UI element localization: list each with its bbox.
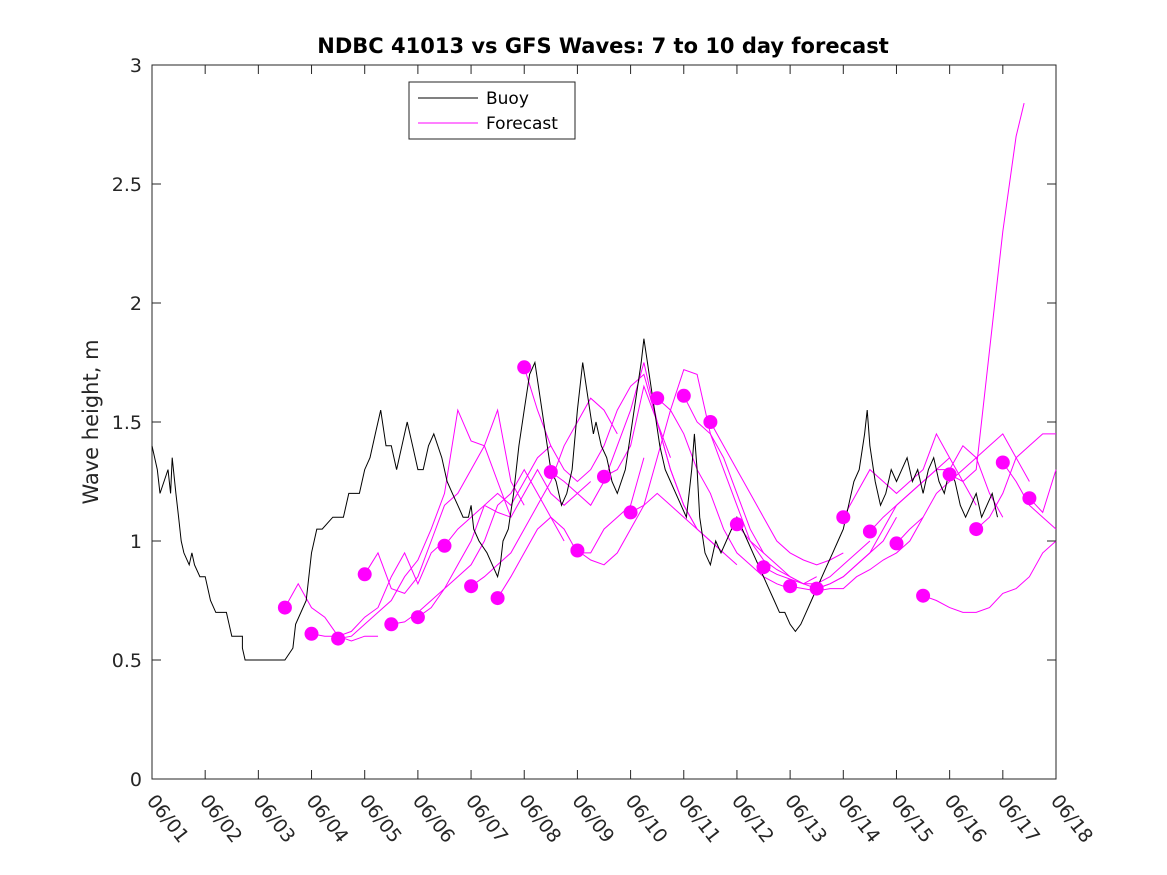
- plot-area: [151, 64, 1057, 780]
- forecast-start-marker-26: [942, 467, 957, 482]
- y-tick-label: 3: [130, 55, 142, 77]
- y-tick-label: 2: [130, 293, 142, 315]
- x-tick-label: 06/09: [567, 791, 618, 848]
- forecast-start-marker-17: [703, 415, 718, 429]
- x-tick-label: 06/03: [248, 791, 299, 848]
- forecast-start-marker-12: [570, 543, 585, 558]
- forecast-start-marker-25: [916, 588, 931, 603]
- forecast-line-7: [444, 468, 592, 547]
- forecast-line-4: [364, 408, 525, 594]
- forecast-start-marker-27: [969, 522, 984, 537]
- y-tick-label: 2.5: [112, 174, 142, 196]
- forecast-start-marker-9: [490, 591, 505, 606]
- x-tick-label: 06/16: [940, 791, 991, 848]
- forecast-start-marker-23: [862, 524, 877, 539]
- forecast-start-marker-4: [357, 567, 372, 582]
- x-tick-label: 06/05: [355, 791, 406, 848]
- buoy-series-layer: [151, 338, 998, 661]
- forecast-line-25: [922, 540, 1057, 613]
- forecast-start-marker-16: [676, 388, 691, 403]
- forecast-start-marker-5: [384, 617, 399, 632]
- forecast-start-marker-22: [836, 510, 851, 525]
- x-tick-label: 06/18: [1046, 791, 1097, 848]
- forecast-line-24: [896, 433, 1030, 544]
- forecast-start-marker-28: [995, 455, 1010, 470]
- forecast-line-8: [470, 397, 618, 587]
- x-tick-label: 06/01: [142, 791, 193, 848]
- x-tick-label: 06/06: [408, 791, 459, 848]
- forecast-start-marker-24: [889, 536, 904, 551]
- legend-label-buoy: Buoy: [486, 89, 529, 109]
- x-tick-label: 06/15: [887, 791, 938, 848]
- forecast-start-marker-15: [650, 391, 665, 406]
- forecast-start-marker-11: [543, 465, 558, 479]
- x-tick-label: 06/04: [302, 791, 353, 848]
- y-tick-label: 0: [130, 769, 142, 791]
- forecast-start-marker-1: [277, 600, 292, 615]
- forecast-line-17: [709, 421, 844, 566]
- forecast-line-14: [630, 368, 764, 554]
- forecast-line-6: [417, 468, 565, 618]
- x-tick-label: 06/10: [621, 791, 672, 848]
- forecast-start-marker-10: [517, 360, 532, 375]
- chart-title: NDBC 41013 vs GFS Waves: 7 to 10 day for…: [317, 34, 888, 58]
- forecast-start-marker-21: [809, 581, 824, 596]
- legend: Buoy Forecast: [408, 81, 576, 140]
- forecast-line-10: [523, 367, 671, 483]
- forecast-start-marker-7: [437, 538, 452, 553]
- forecast-start-marker-8: [464, 579, 479, 594]
- forecast-start-marker-20: [783, 579, 798, 594]
- forecast-start-marker-6: [410, 610, 425, 625]
- forecast-line-3: [338, 408, 512, 640]
- x-tick-label: 06/17: [993, 791, 1044, 848]
- forecast-line-27: [975, 433, 1056, 530]
- x-tick-label: 06/08: [514, 791, 565, 848]
- forecast-start-marker-18: [729, 517, 744, 532]
- forecast-series-layer: [284, 102, 1057, 642]
- y-tick-label: 1.5: [112, 412, 142, 434]
- forecast-line-9: [497, 457, 645, 599]
- forecast-start-marker-3: [331, 631, 346, 646]
- forecast-line-15: [656, 397, 791, 590]
- forecast-start-marker-2: [304, 626, 319, 641]
- x-tick-label: 06/02: [195, 791, 246, 848]
- forecast-line-22: [842, 432, 977, 518]
- x-tick-label: 06/13: [780, 791, 831, 848]
- x-tick-label: 06/07: [461, 791, 512, 848]
- x-tick-label: 06/12: [727, 791, 778, 848]
- legend-label-forecast: Forecast: [486, 114, 558, 134]
- buoy-line: [151, 338, 998, 661]
- forecast-start-marker-14: [623, 505, 638, 520]
- y-axis-label: Wave height, m: [79, 339, 103, 504]
- forecast-line-1: [284, 582, 378, 642]
- forecast-start-marker-19: [756, 560, 771, 575]
- forecast-start-marker-13: [597, 469, 611, 484]
- x-tick-label: 06/11: [674, 791, 725, 848]
- forecast-line-28: [1002, 462, 1057, 530]
- forecast-line-26: [949, 102, 1025, 483]
- forecast-markers-layer: [277, 360, 1037, 646]
- y-tick-label: 1: [130, 531, 142, 553]
- y-tick-label: 0.5: [112, 650, 142, 672]
- forecast-start-marker-29: [1022, 491, 1037, 506]
- x-tick-label: 06/14: [833, 791, 884, 848]
- legend-box: [408, 81, 576, 140]
